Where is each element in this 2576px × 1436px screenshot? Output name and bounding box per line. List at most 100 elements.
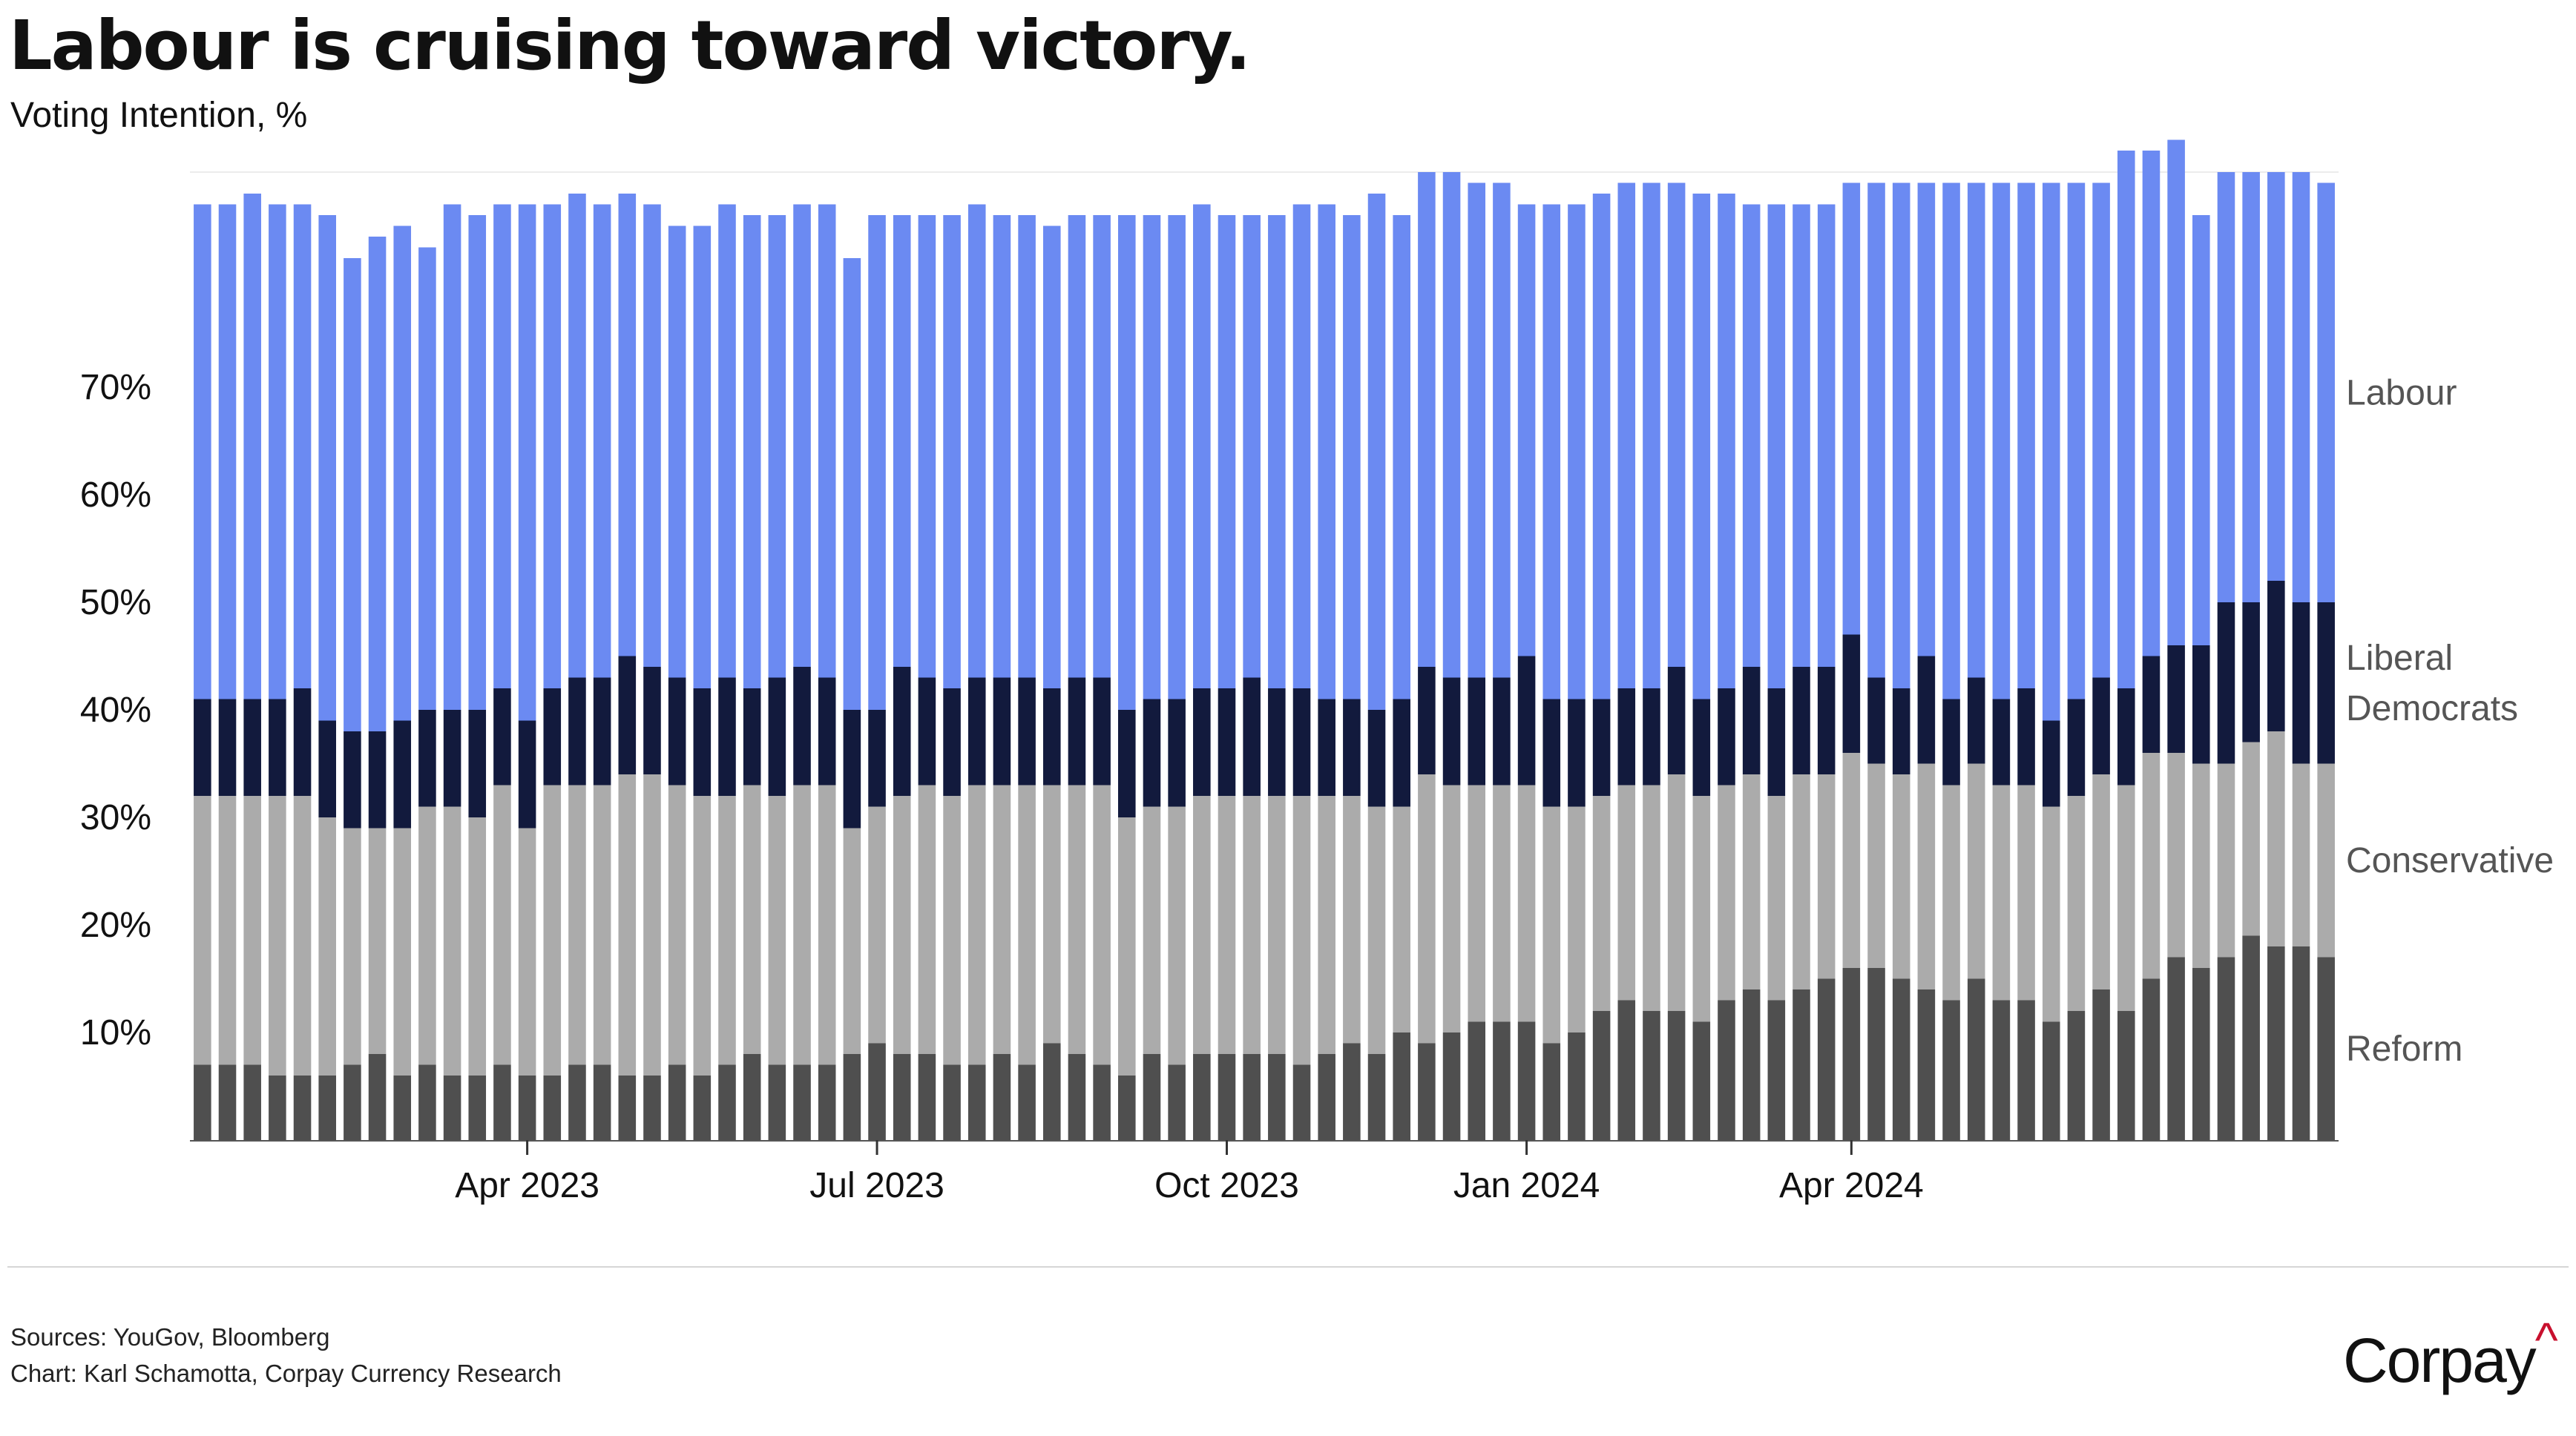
- bar-labour-51: [1468, 182, 1486, 678]
- bar-labour-28: [893, 215, 911, 667]
- bar-reform-58: [1643, 1011, 1660, 1140]
- bar-conservative-63: [1767, 796, 1786, 1001]
- bar-liberal-democrats-8: [393, 720, 412, 829]
- bar-liberal-democrats-27: [868, 710, 886, 807]
- bar-labour-78: [2142, 151, 2161, 656]
- bar-reform-67: [1867, 968, 1885, 1140]
- bar-liberal-democrats-30: [943, 688, 961, 796]
- bar-liberal-democrats-69: [1917, 656, 1936, 764]
- bar-labour-26: [843, 258, 861, 710]
- bar-labour-15: [568, 194, 586, 678]
- y-tick-label-40: 40%: [80, 691, 151, 730]
- bar-liberal-democrats-1: [218, 699, 237, 796]
- y-tick-label-20: 20%: [80, 906, 151, 945]
- bar-reform-42: [1243, 1054, 1261, 1140]
- bar-labour-6: [344, 258, 361, 731]
- bar-liberal-democrats-46: [1343, 699, 1361, 796]
- bar-reform-60: [1692, 1021, 1711, 1140]
- bar-liberal-democrats-74: [2042, 720, 2060, 807]
- bar-reform-20: [693, 1076, 712, 1140]
- bar-liberal-democrats-85: [2317, 602, 2335, 764]
- bar-labour-53: [1517, 204, 1536, 656]
- bar-conservative-23: [768, 796, 786, 1065]
- bar-liberal-democrats-59: [1667, 667, 1686, 774]
- bar-liberal-democrats-47: [1367, 710, 1386, 807]
- bar-conservative-57: [1617, 785, 1636, 1001]
- bar-liberal-democrats-54: [1542, 699, 1561, 807]
- bar-labour-27: [868, 215, 886, 710]
- bar-labour-58: [1643, 182, 1660, 688]
- bar-labour-64: [1793, 204, 1810, 667]
- bar-liberal-democrats-40: [1193, 688, 1211, 796]
- sources-block: Sources: YouGov, Bloomberg Chart: Karl S…: [10, 1319, 562, 1391]
- bar-reform-52: [1493, 1021, 1511, 1140]
- bar-labour-63: [1767, 204, 1786, 688]
- bar-reform-16: [593, 1064, 611, 1140]
- bar-reform-35: [1068, 1054, 1086, 1140]
- bar-conservative-22: [743, 785, 761, 1054]
- bar-reform-47: [1367, 1054, 1386, 1140]
- bar-labour-9: [418, 247, 436, 710]
- y-tick-label-50: 50%: [80, 583, 151, 622]
- bar-labour-47: [1367, 194, 1386, 710]
- bar-reform-61: [1718, 1000, 1735, 1140]
- bar-conservative-15: [568, 785, 586, 1065]
- bar-liberal-democrats-72: [1992, 699, 2011, 785]
- bar-conservative-16: [593, 785, 611, 1065]
- bar-conservative-82: [2242, 742, 2260, 936]
- bar-reform-36: [1093, 1064, 1111, 1140]
- bar-reform-11: [468, 1076, 487, 1140]
- bar-liberal-democrats-14: [543, 688, 562, 785]
- bar-labour-29: [918, 215, 936, 678]
- bar-labour-73: [2017, 182, 2035, 688]
- bar-labour-56: [1592, 194, 1611, 699]
- bar-conservative-26: [843, 828, 861, 1054]
- bar-conservative-62: [1742, 774, 1761, 989]
- bar-labour-36: [1093, 215, 1111, 678]
- bar-reform-15: [568, 1064, 586, 1140]
- bar-reform-63: [1767, 1000, 1786, 1140]
- bar-reform-34: [1042, 1043, 1061, 1140]
- bar-conservative-4: [293, 796, 312, 1076]
- bar-liberal-democrats-32: [993, 677, 1011, 785]
- bar-labour-18: [643, 204, 661, 667]
- bar-liberal-democrats-9: [418, 710, 436, 807]
- brand-caret-icon: ^: [2534, 1312, 2558, 1367]
- bar-conservative-79: [2167, 753, 2185, 958]
- bar-labour-68: [1892, 182, 1910, 688]
- bar-conservative-81: [2217, 763, 2235, 958]
- bar-labour-37: [1118, 215, 1136, 710]
- bar-reform-76: [2092, 989, 2110, 1140]
- bar-reform-6: [344, 1064, 361, 1140]
- bar-liberal-democrats-63: [1767, 688, 1786, 796]
- bar-liberal-democrats-15: [568, 677, 586, 785]
- bar-reform-70: [1942, 1000, 1960, 1140]
- y-tick-label-30: 30%: [80, 798, 151, 837]
- bar-labour-2: [243, 194, 261, 699]
- bar-liberal-democrats-26: [843, 710, 861, 829]
- bar-reform-54: [1542, 1043, 1561, 1140]
- bar-liberal-democrats-57: [1617, 688, 1636, 785]
- bar-conservative-38: [1143, 806, 1161, 1054]
- bar-liberal-democrats-18: [643, 667, 661, 774]
- bar-reform-0: [194, 1064, 211, 1140]
- bar-liberal-democrats-6: [344, 731, 361, 829]
- bar-liberal-democrats-61: [1718, 688, 1735, 785]
- bar-conservative-76: [2092, 774, 2110, 989]
- bar-reform-73: [2017, 1000, 2035, 1140]
- bar-liberal-democrats-38: [1143, 699, 1161, 807]
- bar-conservative-28: [893, 796, 911, 1054]
- bar-liberal-democrats-79: [2167, 645, 2185, 753]
- bar-labour-82: [2242, 172, 2260, 602]
- bar-labour-71: [1967, 182, 1985, 678]
- bar-reform-75: [2067, 1011, 2086, 1140]
- bar-liberal-democrats-34: [1042, 688, 1061, 785]
- x-tick-label: Jul 2023: [809, 1166, 944, 1205]
- bar-liberal-democrats-76: [2092, 677, 2110, 774]
- bar-labour-0: [194, 204, 211, 699]
- bar-reform-45: [1318, 1054, 1335, 1140]
- bar-liberal-democrats-0: [194, 699, 211, 796]
- bar-conservative-68: [1892, 774, 1910, 979]
- bar-conservative-24: [793, 785, 811, 1065]
- bar-liberal-democrats-43: [1268, 688, 1286, 796]
